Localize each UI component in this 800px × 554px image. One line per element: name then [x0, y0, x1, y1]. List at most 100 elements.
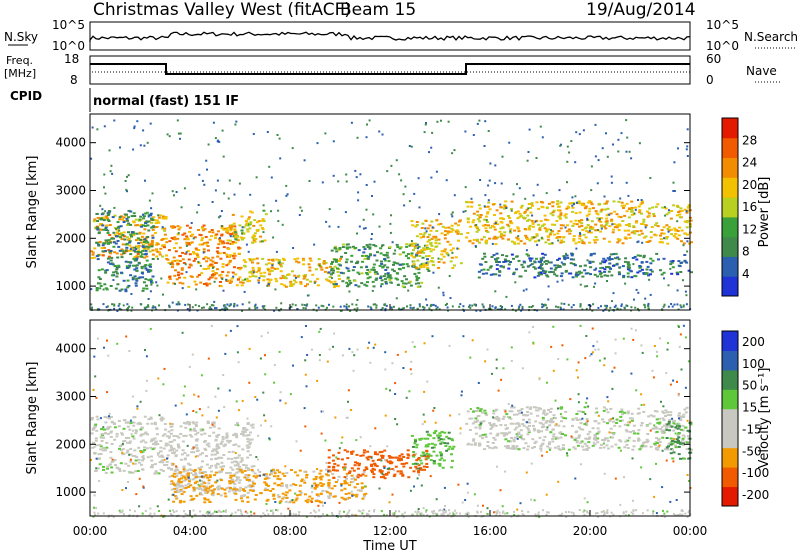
freq-panel: Freq. [MHz] 18 8 60 0 Nave — [4, 52, 780, 87]
vel-cells-cell — [184, 478, 188, 481]
vel-cells-cell — [160, 419, 164, 422]
power-cells-cell — [434, 242, 438, 245]
power-cells-cell — [379, 277, 383, 279]
power-cells-cell — [594, 223, 598, 226]
power-cells-cell — [540, 273, 543, 276]
vel-cells-cell — [190, 469, 194, 472]
power-cells-cell — [177, 276, 181, 279]
vel-cells-cell — [210, 458, 213, 461]
vel-cells-cell — [248, 454, 252, 456]
power-cells-noise — [514, 281, 517, 284]
power-cells-cell — [189, 242, 192, 244]
power-cells-cell — [633, 232, 637, 235]
vel-cells-cell — [245, 434, 249, 437]
power-cells-cell — [301, 257, 305, 260]
vel-cells-cell — [281, 492, 285, 495]
power-cells-noise — [380, 285, 382, 288]
power-cells-ground — [625, 304, 628, 307]
vel-cells-cell — [194, 439, 198, 441]
vel-cells-cell — [236, 456, 240, 459]
power-cells-cell — [267, 284, 271, 287]
vel-cells-cell — [677, 436, 681, 439]
vel-cells-cell — [317, 495, 321, 498]
vel-cells-cell — [327, 465, 331, 468]
vel-cells-noise — [673, 437, 676, 440]
power-cells-cell — [302, 259, 305, 262]
power-cells-cell — [608, 225, 612, 228]
power-cells-cell — [135, 232, 139, 235]
power-cells-cell — [470, 201, 474, 204]
vel-cells-cell — [99, 448, 103, 451]
power-cells-noise — [686, 128, 689, 131]
vel-cells-cell — [177, 490, 181, 493]
power-cells-cell — [510, 200, 514, 203]
power-cells-cell — [299, 281, 303, 284]
power-cells-cell — [220, 242, 224, 245]
power-cells-cell — [630, 210, 634, 213]
power-cells-noise — [381, 133, 384, 136]
vel-cells-cell — [621, 413, 625, 416]
power-cells-cell — [271, 266, 275, 269]
power-cells-cell — [487, 224, 490, 227]
power-cells-cell — [107, 239, 111, 242]
vel-cells-cell — [234, 498, 238, 501]
vel-cells-cell — [346, 450, 350, 453]
power-cells-cell — [546, 238, 550, 241]
power-cells-cell — [230, 277, 234, 280]
power-cells-cell — [127, 222, 131, 225]
power-cells-noise — [625, 119, 628, 122]
vel-cells-noise — [149, 507, 152, 510]
power-cells-cell — [410, 244, 414, 247]
power-cells-ground — [206, 303, 209, 306]
power-cells-cell — [161, 217, 165, 220]
vel-cells-cell — [212, 431, 216, 434]
power-cells-cell — [336, 271, 340, 273]
vel-cells-cell — [134, 432, 138, 435]
power-cells-cell — [435, 230, 439, 232]
vel-cells-cell — [581, 411, 585, 414]
power-cells-cell — [425, 264, 429, 267]
vel-cells-cell — [610, 436, 614, 439]
power-cells-cell — [632, 225, 636, 228]
power-cells-ground — [682, 305, 685, 308]
power-cells-cell — [183, 276, 187, 279]
power-cells-cell — [123, 213, 127, 216]
power-cells-cell — [582, 202, 585, 205]
power-cells-cell — [158, 251, 162, 254]
vel-cells-noise — [222, 374, 225, 376]
power-cells-noise — [480, 269, 483, 272]
power-cells-noise — [281, 223, 284, 226]
power-cells-ground — [479, 309, 482, 312]
power-cells-noise — [184, 263, 187, 266]
power-cells-cell — [593, 268, 597, 271]
power-cells-ground — [643, 304, 646, 307]
vel-cells-cell — [601, 418, 605, 421]
vel-cells-cell — [354, 478, 357, 481]
vel-cells-cell — [264, 474, 268, 477]
power-cells-noise — [400, 179, 403, 182]
power-cells-cell — [475, 230, 479, 233]
power-cells-noise — [190, 222, 193, 224]
power-cells-cell — [571, 206, 575, 209]
vel-cells-noise — [367, 346, 369, 349]
vel-cells-cell — [131, 455, 135, 457]
power-cells-ground — [345, 303, 348, 306]
vel-cells-cell — [581, 445, 585, 448]
vel-cells-cell — [133, 455, 137, 458]
vel-cells-cell — [198, 485, 202, 488]
vel-cells-noise — [144, 349, 146, 351]
power-cells-cell — [252, 258, 256, 261]
power-cells-cell — [531, 221, 535, 224]
vel-cells-cell — [664, 415, 667, 417]
vel-cells-cell — [288, 489, 292, 492]
power-cells-ground — [647, 302, 650, 305]
power-cells-cell — [289, 280, 293, 283]
vel-cells-cell — [448, 445, 452, 448]
power-cells-cell — [155, 226, 159, 228]
vel-cells-cell — [382, 476, 386, 479]
power-cells-cell — [437, 238, 441, 241]
power-cells-cell — [96, 226, 99, 229]
vel-cells-cell — [172, 482, 175, 485]
power-cells — [90, 119, 693, 312]
vel-cells-cell — [234, 479, 238, 482]
